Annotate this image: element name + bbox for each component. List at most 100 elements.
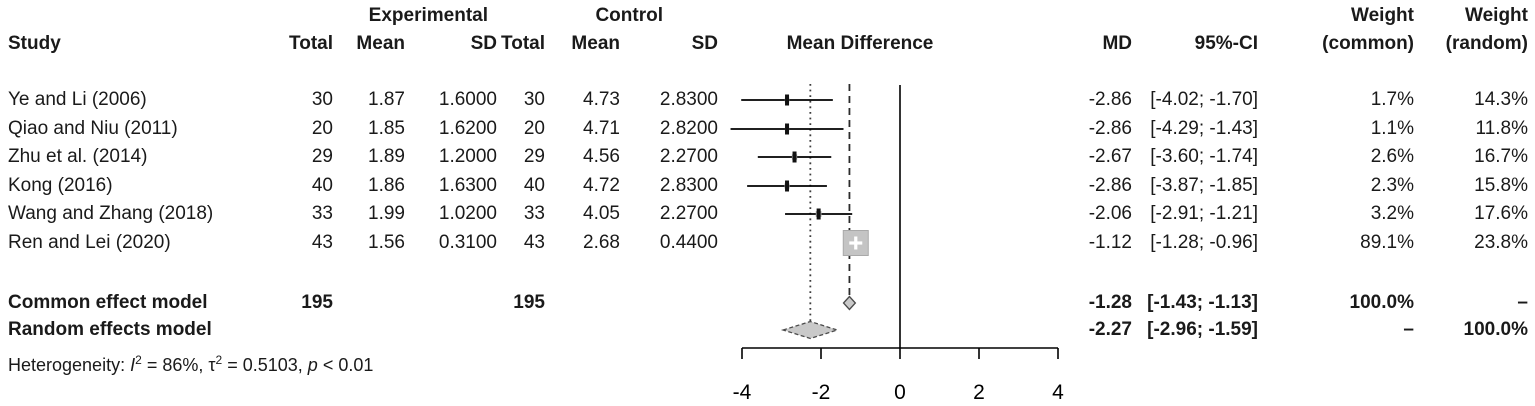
mean-exp-value: 1.89 — [368, 146, 405, 167]
heterogeneity-note: Heterogeneity: I2 = 86%, τ2 = 0.5103, p … — [8, 349, 373, 376]
study-name: Kong (2016) — [8, 175, 113, 196]
control-group-header: Control — [595, 5, 663, 26]
weight-common-header-top: Weight — [1351, 5, 1414, 26]
point-estimate-marker — [854, 236, 858, 250]
ci-value: [-3.60; -1.74] — [1150, 146, 1258, 167]
weight-random-value: 23.8% — [1474, 232, 1528, 253]
sd-exp-header: SD — [470, 33, 497, 54]
study-name: Ye and Li (2006) — [8, 89, 147, 110]
point-estimate-marker — [792, 151, 797, 163]
study-name: Zhu et al. (2014) — [8, 146, 148, 167]
point-estimate-marker — [785, 94, 790, 106]
sd-ctl-header: SD — [691, 33, 718, 54]
sd-exp-value: 1.2000 — [438, 146, 497, 167]
p-symbol: p — [307, 355, 318, 375]
study-name: Qiao and Niu (2011) — [8, 118, 178, 139]
weight-random-value: 11.8% — [1475, 118, 1528, 139]
random-weight-common: – — [1403, 319, 1414, 340]
weight-random-value: 14.3% — [1474, 89, 1528, 110]
common-total-ctl: 195 — [513, 292, 545, 313]
common-effect-diamond — [842, 295, 857, 311]
study-column-header: Study — [8, 33, 61, 54]
mean-exp-value: 1.56 — [368, 232, 405, 253]
weight-common-value: 3.2% — [1370, 203, 1414, 224]
sd-ctl-value: 2.8200 — [659, 118, 718, 139]
ci-column-header: 95%-CI — [1194, 33, 1258, 54]
md-value: -2.86 — [1088, 89, 1132, 110]
study-row: Qiao and Niu (2011) 20 1.85 1.6200 20 4.… — [0, 118, 1535, 140]
p-value: < 0.01 — [322, 355, 374, 375]
sd-exp-value: 0.3100 — [438, 232, 497, 253]
weight-common-value: 1.1% — [1370, 118, 1414, 139]
md-column-header: MD — [1102, 33, 1132, 54]
md-value: -2.86 — [1088, 118, 1132, 139]
heterogeneity-label: Heterogeneity: — [8, 355, 126, 375]
study-row: Wang and Zhang (2018) 33 1.99 1.0200 33 … — [0, 203, 1535, 225]
common-total-exp: 195 — [301, 292, 333, 313]
total-ctl-header: Total — [501, 33, 545, 54]
weight-random-header: (random) — [1445, 33, 1528, 54]
total-exp-value: 43 — [311, 232, 333, 253]
i-squared-value: = 86%, — [146, 355, 204, 375]
sd-ctl-value: 2.8300 — [659, 89, 718, 110]
ci-value: [-4.29; -1.43] — [1150, 118, 1258, 139]
weight-random-value: 16.7% — [1474, 146, 1528, 167]
point-estimate-marker — [816, 208, 821, 220]
tau-squared-exponent: 2 — [215, 353, 223, 367]
total-exp-value: 30 — [311, 89, 333, 110]
weight-common-value: 2.3% — [1370, 175, 1414, 196]
ci-value: [-1.28; -0.96] — [1150, 232, 1258, 253]
header-group-row: Experimental Control Weight Weight — [0, 5, 1535, 27]
random-effects-row: Random effects model -2.27 [-2.96; -1.59… — [0, 319, 1535, 341]
study-row: Kong (2016) 40 1.86 1.6300 40 4.72 2.830… — [0, 175, 1535, 197]
mean-exp-value: 1.99 — [368, 203, 405, 224]
mean-ctl-value: 4.72 — [583, 175, 620, 196]
sd-exp-value: 1.6300 — [438, 175, 497, 196]
sd-ctl-value: 2.2700 — [659, 203, 718, 224]
tau-squared-symbol: τ — [208, 355, 216, 375]
random-md-value: -2.27 — [1088, 319, 1132, 340]
common-effect-label: Common effect model — [8, 292, 208, 313]
axis-tick-label: 0 — [894, 381, 906, 404]
total-exp-value: 29 — [311, 146, 333, 167]
weight-random-header-top: Weight — [1465, 5, 1528, 26]
study-row: Ren and Lei (2020) 43 1.56 0.3100 43 2.6… — [0, 232, 1535, 254]
i-squared-symbol: I — [130, 355, 136, 375]
md-value: -2.06 — [1088, 203, 1132, 224]
random-ci-value: [-2.96; -1.59] — [1147, 319, 1258, 340]
total-ctl-value: 29 — [523, 146, 545, 167]
common-weight-random: – — [1517, 292, 1528, 313]
mean-exp-value: 1.85 — [368, 118, 405, 139]
mean-exp-header: Mean — [356, 33, 405, 54]
mean-exp-value: 1.87 — [368, 89, 405, 110]
point-estimate-marker — [785, 123, 790, 135]
sd-ctl-value: 0.4400 — [659, 232, 718, 253]
sd-ctl-value: 2.2700 — [659, 146, 718, 167]
axis-tick-label: -4 — [733, 381, 752, 404]
mean-ctl-value: 4.56 — [583, 146, 620, 167]
axis-tick-label: 4 — [1052, 381, 1064, 404]
weight-common-value: 1.7% — [1370, 89, 1414, 110]
sd-exp-value: 1.0200 — [438, 203, 497, 224]
common-md-value: -1.28 — [1088, 292, 1132, 313]
total-exp-header: Total — [289, 33, 333, 54]
ci-value: [-3.87; -1.85] — [1150, 175, 1258, 196]
mean-ctl-value: 4.05 — [583, 203, 620, 224]
random-effects-label: Random effects model — [8, 319, 212, 340]
md-value: -2.86 — [1088, 175, 1132, 196]
header-columns-row: Study Total Mean SD Total Mean SD Mean D… — [0, 33, 1535, 55]
point-estimate-marker — [785, 180, 790, 192]
total-exp-value: 20 — [311, 118, 333, 139]
study-name: Wang and Zhang (2018) — [8, 203, 214, 224]
common-ci-value: [-1.43; -1.13] — [1147, 292, 1258, 313]
total-ctl-value: 20 — [523, 118, 545, 139]
ci-value: [-2.91; -1.21] — [1150, 203, 1258, 224]
weight-common-header: (common) — [1322, 33, 1414, 54]
random-weight-random: 100.0% — [1463, 319, 1528, 340]
total-exp-value: 33 — [311, 203, 333, 224]
tau-squared-value: = 0.5103, — [227, 355, 303, 375]
sd-exp-value: 1.6200 — [438, 118, 497, 139]
random-effects-diamond — [780, 320, 840, 340]
